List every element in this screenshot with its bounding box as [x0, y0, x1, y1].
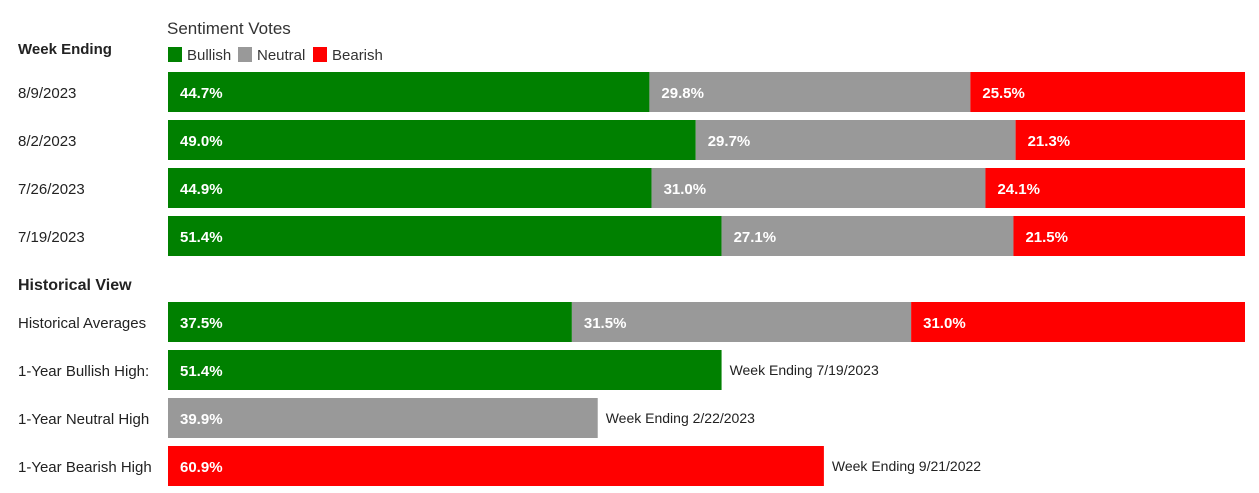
- high-neutral-bar: [168, 398, 598, 438]
- legend-swatch-bearish: [313, 47, 327, 62]
- week-row-1-label: 8/9/2023: [18, 85, 76, 102]
- high-bullish-value: 51.4%: [180, 363, 223, 380]
- week-row-2-bar-bearish: [1015, 120, 1245, 160]
- week-row-1-bar-neutral: [649, 72, 971, 112]
- legend-swatch-neutral: [238, 47, 252, 62]
- high-bearish-bar: [168, 446, 824, 486]
- high-neutral-note: Week Ending 2/22/2023: [606, 410, 755, 426]
- high-bullish-label: 1-Year Bullish High:: [18, 363, 149, 380]
- week-row-2-value-bullish: 49.0%: [180, 133, 223, 150]
- legend-title: Sentiment Votes: [167, 19, 291, 38]
- week-row-3-bar-bullish: [168, 168, 652, 208]
- section-title-historical-view: Historical View: [18, 277, 132, 294]
- historical-average-bar-bearish: [911, 302, 1245, 342]
- historical-average-bar-neutral: [571, 302, 912, 342]
- high-bullish-bar: [168, 350, 722, 390]
- week-row-4-label: 7/19/2023: [18, 229, 85, 246]
- week-row-1-value-bullish: 44.7%: [180, 85, 223, 102]
- week-row-3-bar-bearish: [985, 168, 1245, 208]
- week-row-1-bar-bullish: [168, 72, 650, 112]
- historical-average-value-bearish: 31.0%: [923, 315, 966, 332]
- legend-swatch-bullish: [168, 47, 182, 62]
- historical-average-bar-bullish: [168, 302, 572, 342]
- week-row-1-bar-bearish: [970, 72, 1245, 112]
- historical-average-value-neutral: 31.5%: [584, 315, 627, 332]
- legend-label-bullish: Bullish: [187, 47, 231, 64]
- week-row-4-value-bullish: 51.4%: [180, 229, 223, 246]
- high-bullish-note: Week Ending 7/19/2023: [730, 362, 879, 378]
- legend-label-neutral: Neutral: [257, 47, 305, 64]
- week-row-1-value-neutral: 29.8%: [661, 85, 704, 102]
- high-neutral-value: 39.9%: [180, 411, 223, 428]
- week-row-2-value-neutral: 29.7%: [708, 133, 751, 150]
- week-rows: 8/9/2023 44.7% 29.8% 25.5% 8/2/2023 49.0% 29.7…: [18, 72, 1245, 256]
- historical-average-value-bullish: 37.5%: [180, 315, 223, 332]
- historical-rows: Historical Averages 37.5% 31.5% 31.0% 1-Year…: [18, 302, 1245, 486]
- week-row-1-value-bearish: 25.5%: [982, 85, 1025, 102]
- week-row-2-bar-bullish: [168, 120, 696, 160]
- high-bearish-note: Week Ending 9/21/2022: [832, 458, 981, 474]
- historical-average-label: Historical Averages: [18, 315, 146, 332]
- week-row-4-value-bearish: 21.5%: [1025, 229, 1068, 246]
- week-row-4-bar-neutral: [721, 216, 1014, 256]
- legend: Bullish Neutral Bearish: [168, 47, 383, 64]
- legend-label-bearish: Bearish: [332, 47, 383, 64]
- week-row-4-bar-bullish: [168, 216, 722, 256]
- week-row-2-label: 8/2/2023: [18, 133, 76, 150]
- week-row-3-value-bearish: 24.1%: [997, 181, 1040, 198]
- high-bearish-label: 1-Year Bearish High: [18, 459, 152, 476]
- section-title-week-ending: Week Ending: [18, 41, 112, 58]
- week-row-3-value-bullish: 44.9%: [180, 181, 223, 198]
- week-row-2-value-bearish: 21.3%: [1028, 133, 1071, 150]
- week-row-3-value-neutral: 31.0%: [664, 181, 707, 198]
- high-bearish-value: 60.9%: [180, 459, 223, 476]
- high-neutral-label: 1-Year Neutral High: [18, 411, 149, 428]
- week-row-3-label: 7/26/2023: [18, 181, 85, 198]
- week-row-3-bar-neutral: [651, 168, 986, 208]
- week-row-4-bar-bearish: [1013, 216, 1245, 256]
- week-row-4-value-neutral: 27.1%: [734, 229, 777, 246]
- week-row-2-bar-neutral: [695, 120, 1016, 160]
